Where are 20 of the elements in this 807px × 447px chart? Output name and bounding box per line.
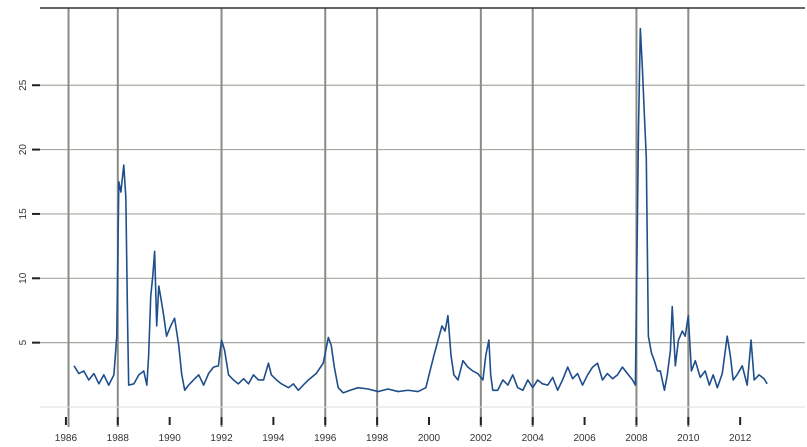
x-tick-label: 2006 (573, 433, 596, 444)
x-tick-label: 1988 (106, 433, 130, 444)
x-tick-label: 1994 (262, 433, 285, 444)
y-tick-label: 5 (18, 339, 29, 346)
x-tick-label: 1998 (366, 433, 389, 444)
x-tick-label: 2012 (729, 433, 752, 444)
x-tick-label: 2004 (522, 433, 544, 444)
y-tick-label: 20 (18, 144, 29, 156)
line-series (73, 28, 768, 394)
x-tick-label: 1990 (158, 433, 182, 444)
y-tick-label: 10 (18, 272, 29, 284)
x-tick-label: 1986 (54, 433, 78, 444)
x-tick-label: 1996 (314, 433, 337, 444)
x-tick-label: 1992 (210, 433, 234, 444)
x-tick-label: 2008 (625, 433, 648, 444)
y-tick-label: 25 (18, 79, 29, 91)
x-tick-label: 2010 (677, 433, 700, 444)
x-tick-label: 2002 (470, 433, 492, 444)
y-tick-label: 15 (18, 208, 29, 220)
x-tick-label: 2000 (418, 433, 441, 444)
